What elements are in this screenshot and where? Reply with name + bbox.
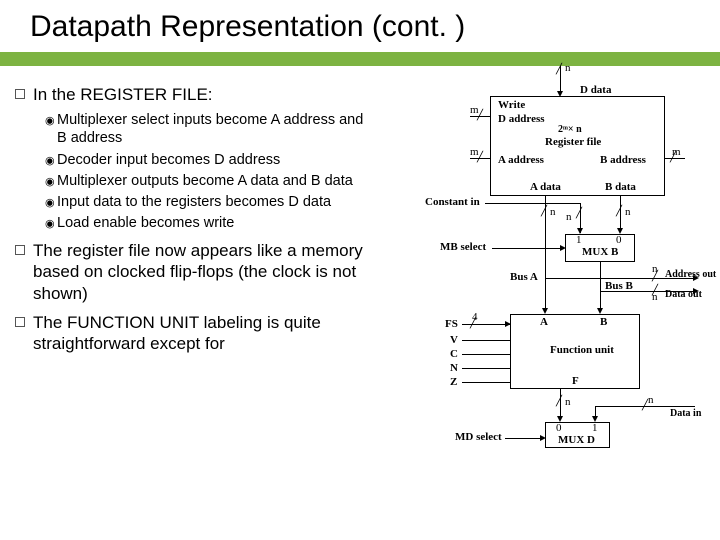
bullet-item: The FUNCTION UNIT labeling is quite stra… [10,312,365,355]
arrow-right-icon [505,321,511,327]
label-Z: Z [450,376,457,388]
label-4: 4 [472,311,478,323]
label-busb: Bus B [605,280,633,292]
label-n: n [565,62,571,74]
sub-item: ◉Decoder input becomes D address [45,151,365,169]
muxd-in1: 1 [592,422,598,434]
wire [545,271,546,311]
square-bullet [15,89,25,99]
label-n: n [648,394,654,406]
label-baddress: B address [600,154,646,166]
square-bullet [15,317,25,327]
sub-bullet-icon: ◉ [45,114,57,127]
bus-slash: ╱ [477,152,483,163]
bus-slash: ╱ [556,396,562,407]
square-bullet [15,245,25,255]
label-F: F [572,375,579,387]
label-datain: Data in [670,408,701,419]
label-N: N [450,362,458,374]
sub-bullet-icon: ◉ [45,154,57,167]
sub-list: ◉Multiplexer select inputs become A addr… [45,111,365,232]
label-ddata: D data [580,84,611,96]
label-regfile: Register file [545,136,601,148]
wire [485,203,580,204]
sub-text: Load enable becomes write [57,214,234,232]
bullet-text: The register file now appears like a mem… [33,240,365,304]
bus-slash: ╱ [556,64,562,75]
sub-text: Decoder input becomes D address [57,151,280,169]
sub-bullet-icon: ◉ [45,217,57,230]
label-n: n [652,291,658,303]
wire [492,248,562,249]
label-n: n [652,263,658,275]
muxb-in0: 0 [616,234,622,246]
sub-text: Multiplexer select inputs become A addre… [57,111,365,147]
wire [462,340,510,341]
sub-item: ◉Multiplexer select inputs become A addr… [45,111,365,147]
sub-text: Multiplexer outputs become A data and B … [57,172,353,190]
wire [505,438,543,439]
muxb-in1: 1 [576,234,582,246]
content-row: In the REGISTER FILE: ◉Multiplexer selec… [0,66,720,360]
sub-item: ◉Load enable becomes write [45,214,365,232]
bus-slash: ╱ [670,152,676,163]
slide-title: Datapath Representation (cont. ) [0,0,720,52]
label-aaddress: A address [498,154,544,166]
label-n: n [625,206,631,218]
label-muxd: MUX D [558,434,595,446]
bullet-text: The FUNCTION UNIT labeling is quite stra… [33,312,365,355]
label-dataout: Data out [665,289,702,300]
label-A: A [540,316,548,328]
bus-slash: ╱ [477,110,483,121]
label-constin: Constant in [425,196,480,208]
label-n: n [550,206,556,218]
label-fu: Function unit [550,344,614,356]
wire [600,262,601,312]
sub-item: ◉Multiplexer outputs become A data and B… [45,172,365,190]
wire [462,354,510,355]
label-muxb: MUX B [582,246,618,258]
label-n: n [566,211,572,223]
muxd-in0: 0 [556,422,562,434]
label-addrout: Address out [665,269,716,280]
label-daddress: D address [498,113,545,125]
bullet-item: The register file now appears like a mem… [10,240,365,304]
label-C: C [450,348,458,360]
label-mbselect: MB select [440,241,486,253]
label-bdata: B data [605,181,636,193]
diagram-column: ╱ n D data Write D address 2ᵐ× n Registe… [370,76,710,360]
label-busa: Bus A [510,271,538,283]
label-n: n [565,396,571,408]
sub-bullet-icon: ◉ [45,196,57,209]
label-B: B [600,316,607,328]
sub-text: Input data to the registers becomes D da… [57,193,331,211]
datapath-diagram: ╱ n D data Write D address 2ᵐ× n Registe… [370,66,710,526]
text-column: In the REGISTER FILE: ◉Multiplexer selec… [10,76,370,360]
bullet-item: In the REGISTER FILE: [10,84,365,105]
sub-item: ◉Input data to the registers becomes D d… [45,193,365,211]
bullet-text: In the REGISTER FILE: [33,84,213,105]
accent-bar [0,52,720,66]
label-dim: 2ᵐ× n [558,124,582,135]
label-V: V [450,334,458,346]
label-adata: A data [530,181,561,193]
sub-bullet-icon: ◉ [45,175,57,188]
wire [462,382,510,383]
wire [462,368,510,369]
bus-slash: ╱ [576,208,582,219]
label-mdselect: MD select [455,431,502,443]
label-fs: FS [445,318,458,330]
label-write: Write [498,99,525,111]
bus-slash: ╱ [616,206,622,217]
bus-slash: ╱ [541,206,547,217]
